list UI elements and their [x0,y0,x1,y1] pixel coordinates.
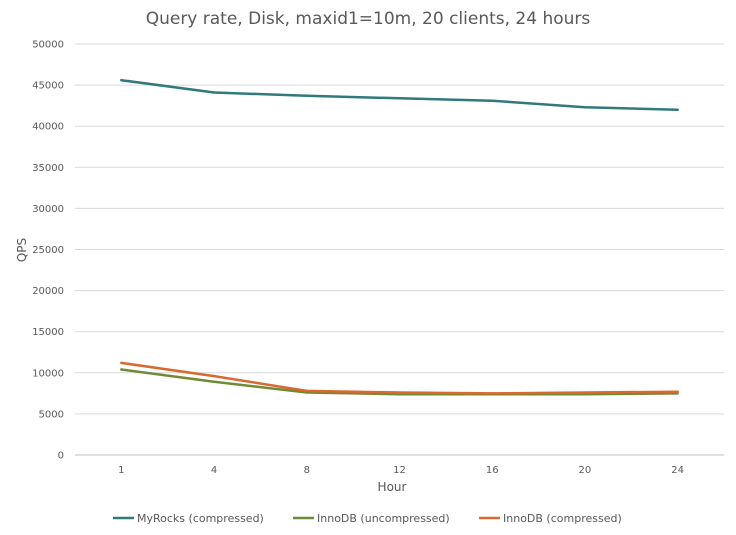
series-line-2 [120,361,679,395]
data-point [583,391,587,394]
data-point [212,91,216,94]
y-axis-label: QPS [15,238,29,262]
data-point [120,361,123,365]
data-point [676,108,679,111]
y-tick-label: 30000 [32,204,64,215]
x-tick-label: 8 [304,465,310,476]
y-tick-label: 10000 [32,368,64,379]
legend-label: InnoDB (compressed) [503,512,622,525]
data-point [305,389,308,393]
data-point [676,390,679,393]
data-point [120,78,123,82]
y-tick-label: 15000 [32,327,64,338]
y-tick-label: 35000 [32,163,64,174]
x-tick-label: 4 [211,465,217,476]
series-lines [120,78,679,396]
y-axis-ticks: 0 5000 10000 15000 20000 25000 30000 35000 40000… [32,40,64,462]
data-point [305,94,308,97]
y-tick-label: 40000 [32,122,64,133]
data-point [491,99,494,102]
y-tick-label: 50000 [32,40,64,51]
x-tick-label: 20 [579,465,592,476]
x-axis-ticks: 1 4 8 12 16 20 24 [118,465,684,476]
y-tick-label: 20000 [32,286,64,297]
x-axis-label: Hour [378,480,407,494]
legend-item: MyRocks (compressed) [113,512,264,525]
data-point [398,391,401,394]
data-point [583,106,587,109]
y-tick-label: 0 [58,451,64,462]
x-tick-label: 1 [118,465,124,476]
x-tick-label: 24 [671,465,684,476]
legend-item: InnoDB (uncompressed) [293,512,450,525]
y-tick-label: 5000 [39,409,64,420]
data-point [120,368,123,371]
y-tick-label: 25000 [32,245,64,256]
data-point [212,374,216,378]
data-point [398,97,401,100]
data-point [491,392,494,395]
data-point [212,380,216,384]
y-tick-label: 45000 [32,81,64,92]
legend: MyRocks (compressed) InnoDB (uncompressed… [113,512,622,525]
chart-title: Query rate, Disk, maxid1=10m, 20 clients… [146,9,591,29]
legend-item: InnoDB (compressed) [479,512,622,525]
legend-label: MyRocks (compressed) [137,512,264,525]
legend-label: InnoDB (uncompressed) [317,512,450,525]
x-tick-label: 12 [393,465,406,476]
x-tick-label: 16 [486,465,499,476]
